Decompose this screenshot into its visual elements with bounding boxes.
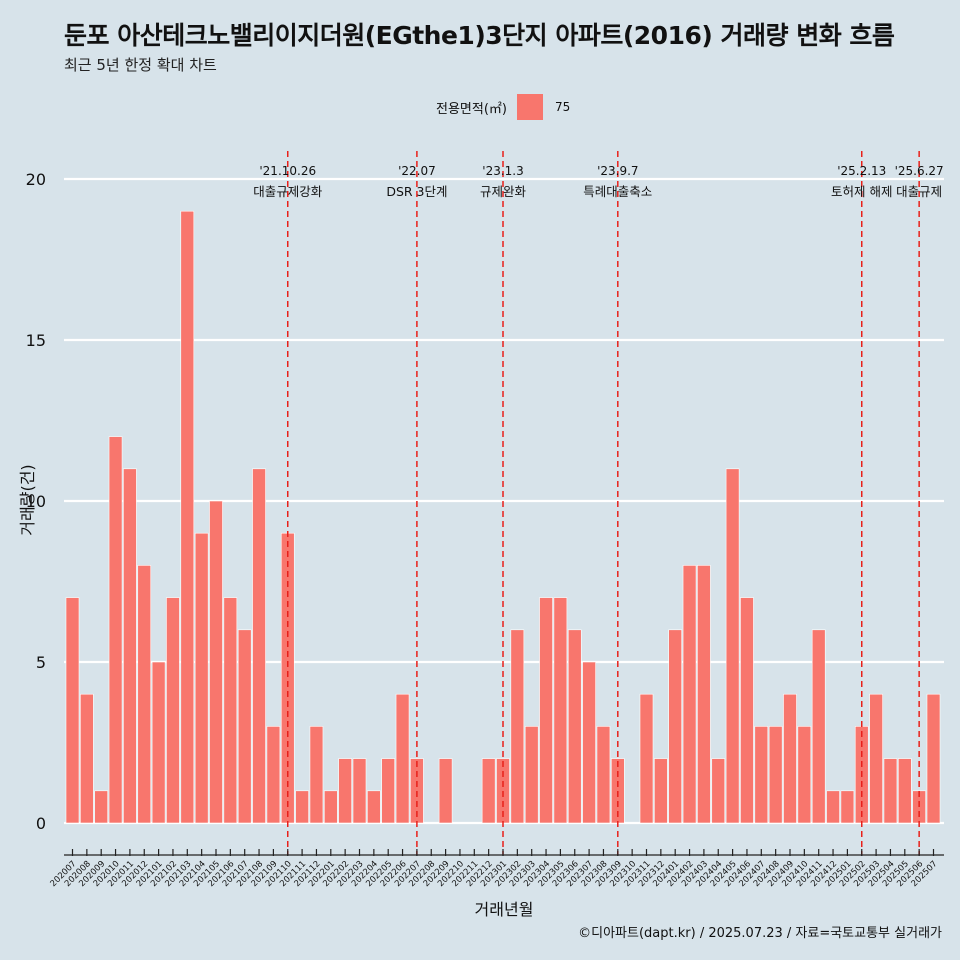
bar (381, 758, 396, 824)
bar (826, 790, 840, 824)
bar (682, 565, 697, 824)
legend-swatch (516, 94, 543, 120)
event-label: 특례대출축소 (583, 184, 652, 199)
bar (237, 629, 252, 824)
bar (481, 758, 496, 824)
bar (768, 726, 783, 824)
bar (869, 693, 883, 824)
bar (395, 693, 410, 824)
bar (108, 436, 123, 824)
bar (654, 758, 668, 824)
chart-title: 둔포 아산테크노밸리이지더원(EGthe1)3단지 아파트(2016) 거래량 … (64, 21, 895, 50)
event-date-label: '25.2.13 (837, 164, 886, 178)
bar (639, 693, 654, 824)
event-date-label: '23.1.3 (482, 164, 523, 178)
bar (582, 661, 596, 824)
bars (65, 210, 941, 824)
legend-series-label: 75 (554, 100, 571, 114)
bar (266, 726, 281, 824)
y-tick-label: 10 (26, 492, 46, 511)
event-date-label: '21.10.26 (259, 164, 316, 178)
bar (309, 726, 324, 824)
bar (295, 790, 309, 824)
event-label: 규제완화 (480, 184, 527, 199)
bar (797, 726, 812, 824)
bar (367, 790, 381, 824)
bar (926, 693, 941, 824)
bar (194, 532, 209, 824)
event-label: DSR 3단계 (386, 184, 447, 199)
bar (697, 565, 711, 824)
y-axis-title: 거래량(건) (18, 464, 37, 535)
bar (323, 790, 338, 824)
bar (754, 726, 769, 824)
event-markers: '21.10.26 대출규제강화 '22.07 DSR 3단계 '23.1.3 규제완화 '… (253, 151, 944, 855)
bar (539, 597, 553, 824)
bar (252, 468, 266, 824)
event-label: 대출규제 (896, 184, 942, 199)
bar (897, 758, 912, 824)
bar (596, 726, 611, 824)
event-date-label: '25.6.27 (895, 164, 944, 178)
legend: 전용면적(㎡) 75 (436, 94, 570, 120)
chart-subtitle: 최근 5년 한정 확대 차트 (64, 56, 217, 74)
bar (209, 500, 223, 824)
bar (725, 468, 740, 824)
legend-title: 전용면적(㎡) (436, 101, 507, 117)
chart-caption: ©디아파트(dapt.kr) / 2025.07.23 / 자료=국토교통부 실… (578, 926, 942, 941)
bar (740, 597, 754, 824)
bar (438, 758, 453, 824)
bar (510, 629, 525, 824)
bar (80, 693, 94, 824)
event-date-label: '23.9.7 (597, 164, 638, 178)
bar (567, 629, 582, 824)
bar (137, 565, 152, 824)
bar (123, 468, 137, 824)
bar (65, 597, 80, 824)
bar (151, 661, 166, 824)
bar (166, 597, 180, 824)
event-label: 토허제 해제 (831, 184, 892, 199)
bar (668, 629, 683, 824)
bar (840, 790, 855, 824)
x-axis-title: 거래년월 (475, 900, 534, 919)
bar (352, 758, 367, 824)
y-tick-label: 20 (26, 170, 46, 189)
bar (811, 629, 826, 824)
y-tick-label: 0 (36, 814, 46, 833)
bar (338, 758, 352, 824)
bar (223, 597, 238, 824)
y-tick-label: 5 (36, 653, 46, 672)
bar (94, 790, 108, 824)
bar (711, 758, 726, 824)
bar (883, 758, 898, 824)
bar (180, 210, 195, 824)
bar (524, 726, 539, 824)
bar (783, 693, 797, 824)
event-date-label: '22.07 (398, 164, 436, 178)
event-label: 대출규제강화 (253, 184, 323, 199)
bar (553, 597, 568, 824)
y-tick-label: 15 (26, 331, 46, 350)
